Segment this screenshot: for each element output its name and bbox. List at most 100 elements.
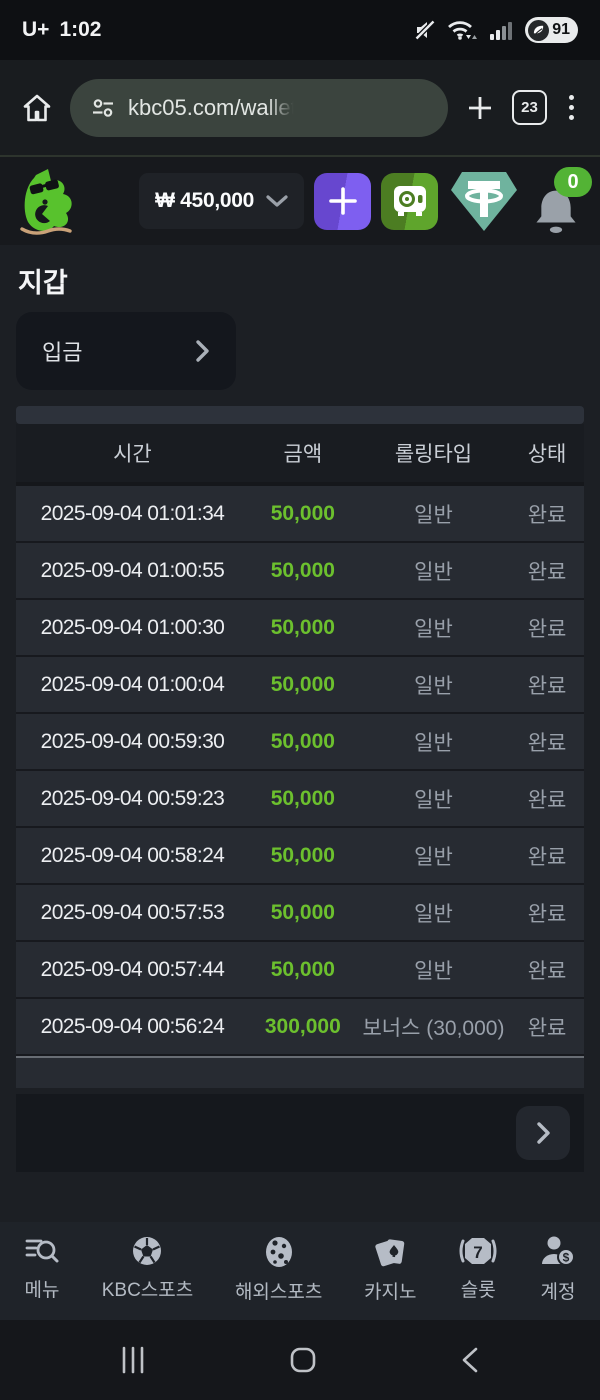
vault-button[interactable] [381, 172, 438, 230]
cell-status: 완료 [527, 902, 567, 926]
wifi-icon [447, 18, 479, 42]
sports-ball-icon [265, 1237, 292, 1267]
svg-text:$: $ [563, 1251, 570, 1265]
next-page-button[interactable] [516, 1106, 570, 1160]
wallet-page: 지갑 입금 시간 금액 롤링타입 상태 2025-09-04 01:01:34 … [0, 245, 600, 1222]
battery-percent: 91 [552, 21, 570, 38]
nav-label: 슬롯 [460, 1280, 496, 1301]
cell-time: 2025-09-04 00:57:44 [40, 957, 225, 981]
recent-apps-button[interactable] [118, 1345, 148, 1375]
safe-icon [393, 186, 426, 216]
balance-dropdown[interactable]: ₩ 450,000 [139, 173, 304, 229]
cell-status: 완료 [527, 617, 567, 641]
plus-icon [328, 187, 357, 215]
cell-type: 일반 [414, 560, 453, 584]
table-row[interactable]: 2025-09-04 00:57:53 50,000 일반 완료 [16, 885, 584, 942]
nav-item-overseas-sports[interactable]: 해외스포츠 [235, 1234, 322, 1304]
account-coin-icon: $ [541, 1236, 575, 1266]
power-saving-leaf-icon [528, 19, 550, 41]
nav-item-menu[interactable]: 메뉴 [24, 1234, 60, 1302]
cell-amount: 50,000 [270, 900, 335, 924]
browser-menu-button[interactable] [563, 91, 580, 124]
nav-label: 메뉴 [24, 1280, 60, 1301]
cell-time: 2025-09-04 01:00:04 [40, 672, 225, 696]
status-left: U+ 1:02 [22, 18, 101, 42]
balance-amount: ₩ 450,000 [155, 189, 254, 212]
chevron-right-icon [195, 339, 210, 363]
home-button-android[interactable] [288, 1345, 318, 1375]
cell-status: 완료 [527, 1016, 567, 1040]
site-header: ₩ 450,000 0 [0, 155, 600, 245]
soccer-ball-icon [133, 1237, 162, 1265]
chevron-down-icon [266, 194, 288, 208]
cell-type: 일반 [414, 959, 453, 983]
cell-status: 완료 [527, 731, 567, 755]
cell-status: 완료 [527, 674, 567, 698]
cell-amount: 300,000 [264, 1014, 341, 1038]
table-scrollbar[interactable] [16, 406, 584, 424]
back-button[interactable] [458, 1345, 482, 1375]
signal-icon [489, 18, 515, 42]
status-bar: U+ 1:02 [0, 0, 600, 60]
nav-item-casino[interactable]: 카지노 [364, 1234, 417, 1304]
transactions-table: 시간 금액 롤링타입 상태 2025-09-04 01:01:34 50,000… [16, 406, 584, 1088]
table-row[interactable]: 2025-09-04 00:56:24 300,000 보너스 (30,000)… [16, 999, 584, 1056]
site-logo[interactable] [14, 166, 78, 236]
tether-icon[interactable] [448, 168, 520, 234]
table-row[interactable]: 2025-09-04 00:57:44 50,000 일반 완료 [16, 942, 584, 999]
col-time: 시간 [113, 443, 152, 466]
table-row[interactable]: 2025-09-04 01:00:04 50,000 일반 완료 [16, 657, 584, 714]
menu-search-icon [25, 1239, 59, 1263]
nav-label: 해외스포츠 [234, 1282, 323, 1303]
table-row[interactable]: 2025-09-04 01:00:55 50,000 일반 완료 [16, 543, 584, 600]
cell-status: 완료 [527, 560, 567, 584]
mute-icon [413, 18, 437, 42]
cell-type: 일반 [414, 674, 453, 698]
nav-item-slots[interactable]: 7 슬롯 [458, 1234, 498, 1302]
cell-amount: 50,000 [270, 786, 335, 810]
table-row[interactable]: 2025-09-04 00:59:30 50,000 일반 완료 [16, 714, 584, 771]
browser-toolbar: kbc05.com/wallet 23 [0, 60, 600, 155]
table-row[interactable]: 2025-09-04 01:00:30 50,000 일반 완료 [16, 600, 584, 657]
notifications-button[interactable]: 0 [534, 167, 592, 233]
cell-amount: 50,000 [270, 843, 335, 867]
cell-type: 일반 [414, 845, 453, 869]
home-button[interactable] [20, 91, 54, 125]
cell-type: 일반 [414, 788, 453, 812]
status-right: 91 [413, 17, 578, 43]
nav-label: 계정 [540, 1282, 576, 1303]
table-footer-strip [16, 1058, 584, 1088]
cell-amount: 50,000 [270, 729, 335, 753]
cell-status: 완료 [527, 959, 567, 983]
bell-icon [536, 190, 576, 233]
bottom-navigation: 메뉴 KBC스포츠 해외스포츠 [0, 1222, 600, 1320]
deposit-link[interactable]: 입금 [16, 312, 236, 390]
table-row[interactable]: 2025-09-04 01:01:34 50,000 일반 완료 [16, 486, 584, 543]
nav-item-kbc-sports[interactable]: KBC스포츠 [102, 1234, 193, 1302]
nav-item-account[interactable]: $ 계정 [540, 1234, 576, 1304]
col-amount: 금액 [283, 443, 323, 466]
cell-status: 완료 [527, 503, 567, 527]
table-row[interactable]: 2025-09-04 00:59:23 50,000 일반 완료 [16, 771, 584, 828]
cell-amount: 50,000 [270, 615, 335, 639]
cell-time: 2025-09-04 00:59:23 [40, 786, 225, 810]
cell-amount: 50,000 [270, 672, 335, 696]
cell-time: 2025-09-04 01:01:34 [40, 501, 225, 525]
notification-badge: 0 [554, 167, 592, 197]
tab-switcher-button[interactable]: 23 [512, 90, 547, 125]
pagination [16, 1094, 584, 1172]
cell-status: 완료 [527, 845, 567, 869]
battery-indicator: 91 [525, 17, 578, 43]
cell-time: 2025-09-04 01:00:30 [40, 615, 225, 639]
android-navigation-bar [0, 1320, 600, 1400]
cell-amount: 50,000 [270, 501, 335, 525]
site-controls-icon[interactable] [90, 95, 116, 121]
new-tab-button[interactable] [464, 92, 496, 124]
cell-type: 일반 [414, 731, 453, 755]
table-row[interactable]: 2025-09-04 00:58:24 50,000 일반 완료 [16, 828, 584, 885]
address-bar[interactable]: kbc05.com/wallet [70, 78, 448, 137]
col-type: 롤링타입 [394, 443, 473, 466]
col-status: 상태 [527, 443, 567, 466]
deposit-plus-button[interactable] [314, 172, 371, 230]
table-header-row: 시간 금액 롤링타입 상태 [16, 424, 584, 486]
